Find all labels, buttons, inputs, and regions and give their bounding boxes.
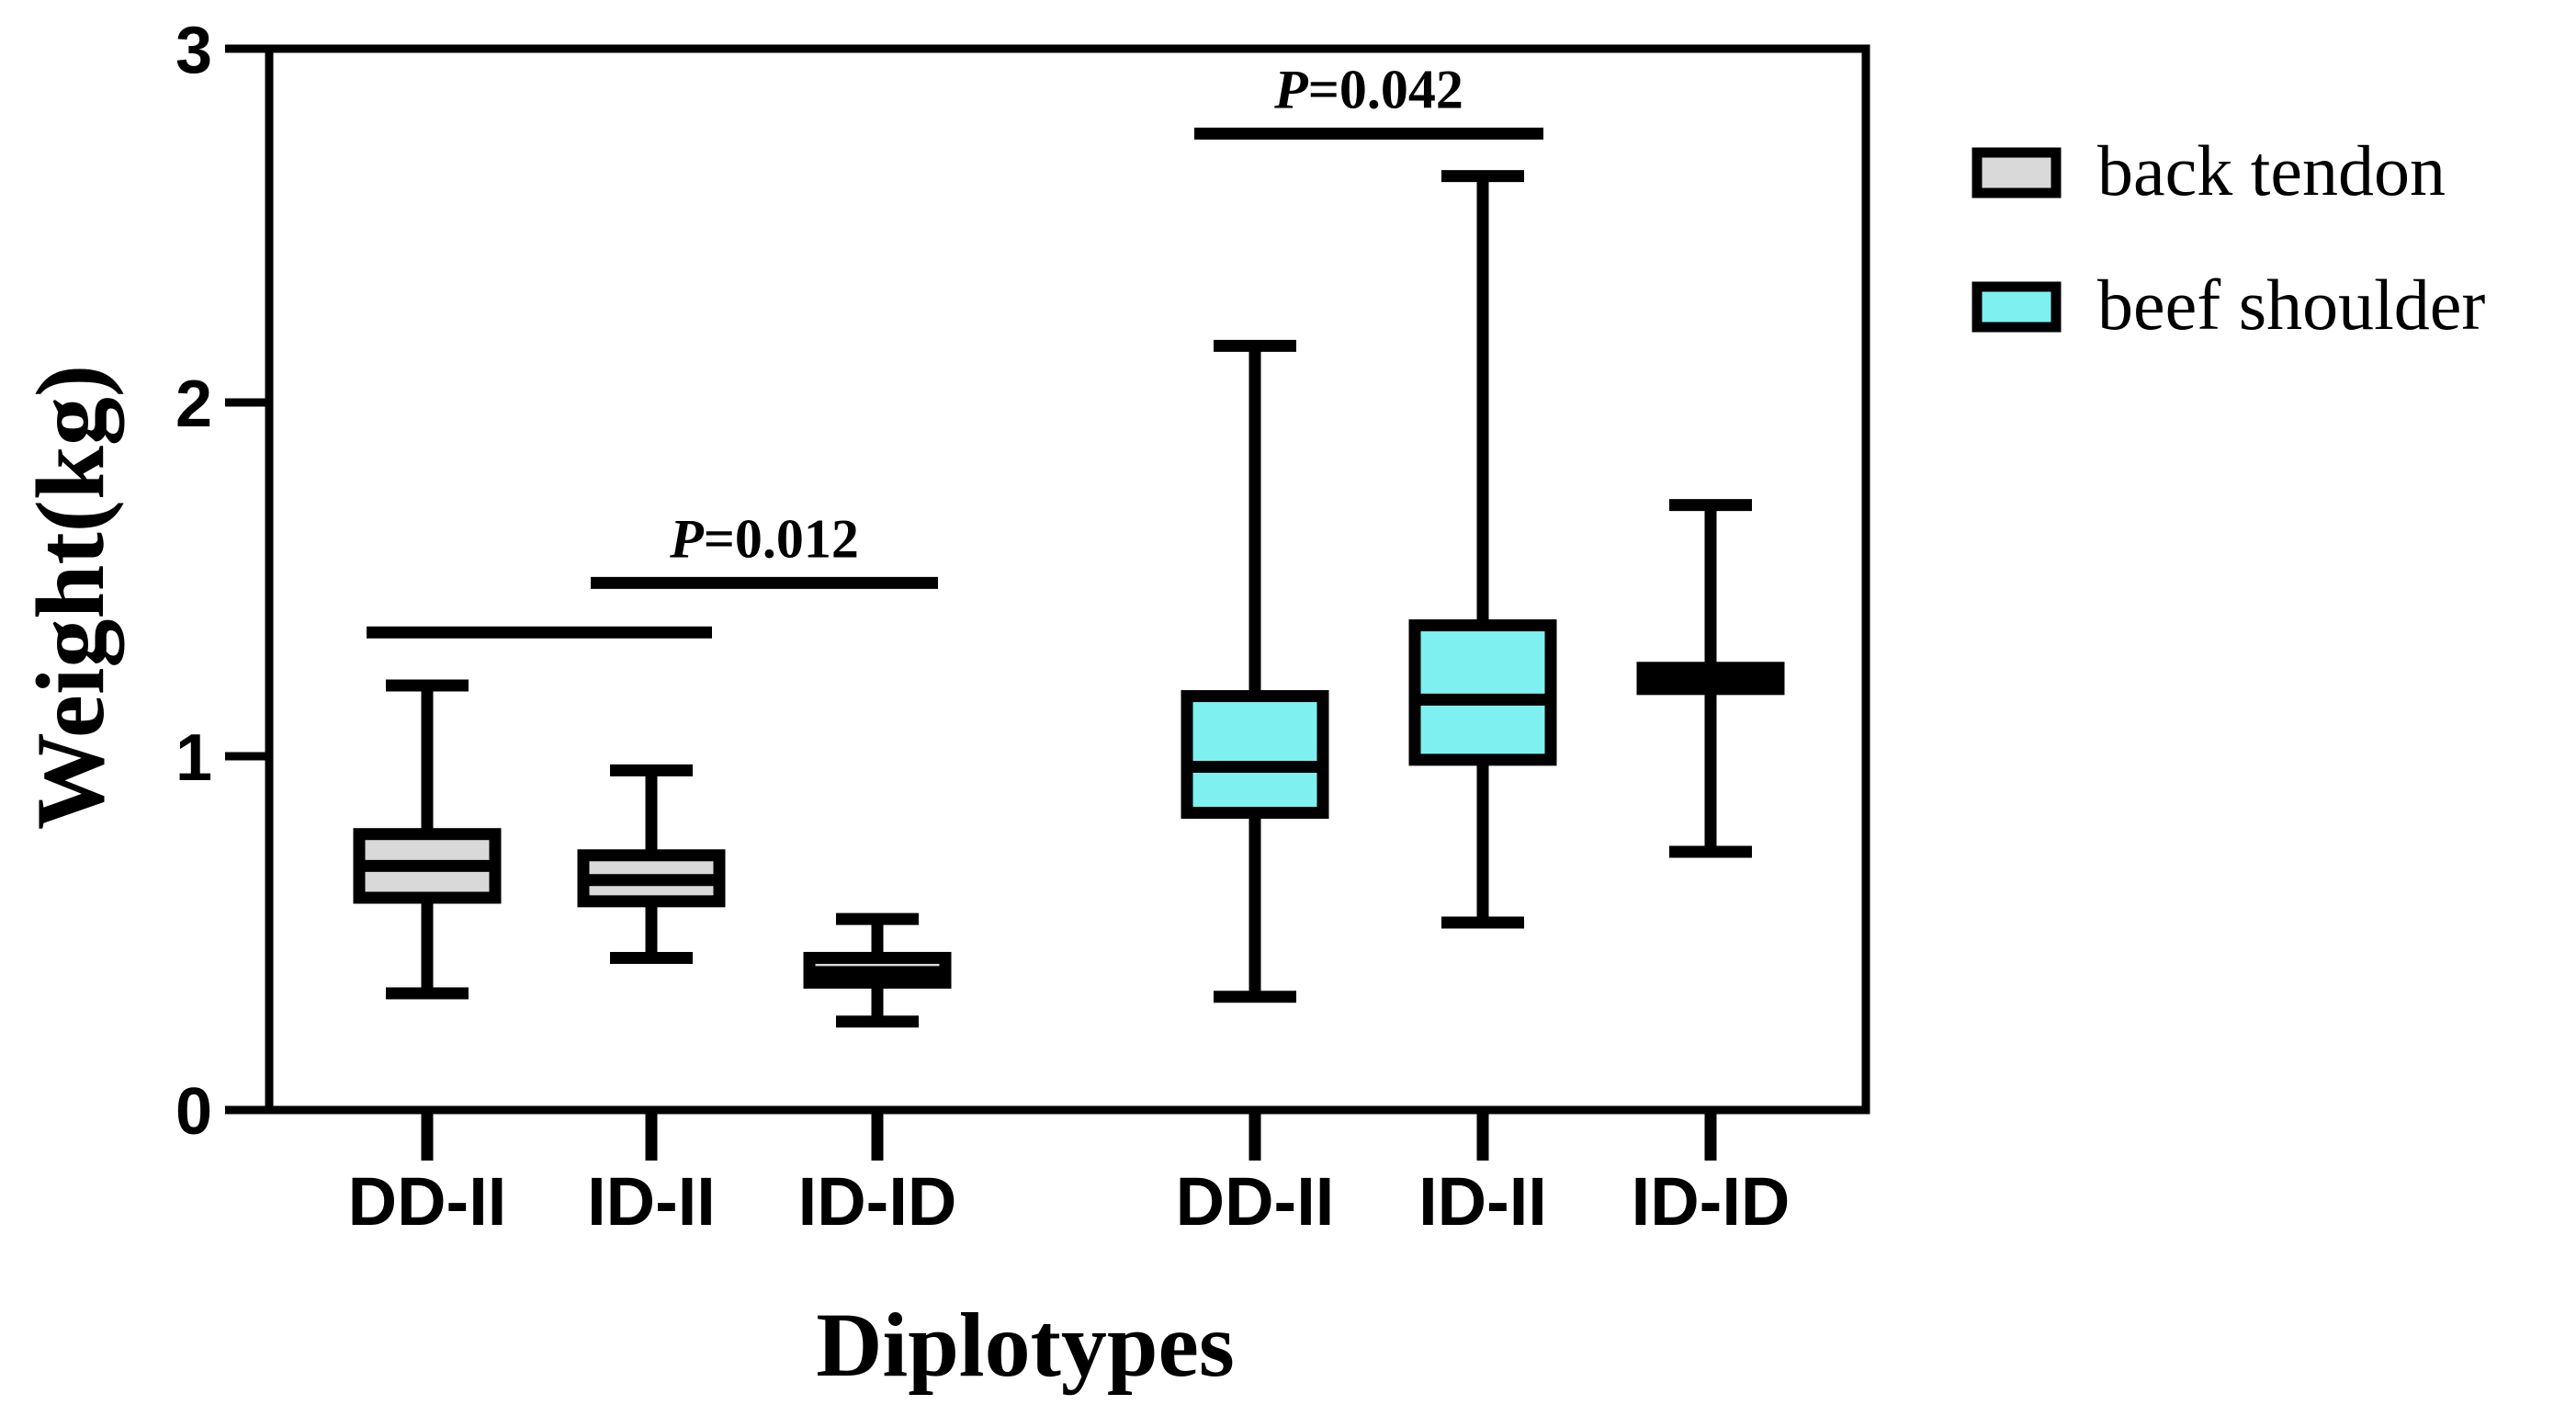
x-axis-title: Diplotypes [816, 1294, 1235, 1396]
legend-label: back tendon [2097, 130, 2446, 210]
p-value: =0.042 [1308, 59, 1463, 119]
y-tick-label: 1 [175, 721, 212, 795]
x-tick-label: ID-ID [798, 1163, 957, 1240]
y-tick-label: 2 [175, 368, 212, 441]
x-tick-label: ID-II [1418, 1163, 1547, 1240]
box-back-tendon-DD-II [353, 679, 502, 1000]
x-tick-label: ID-II [587, 1163, 716, 1240]
y-axis-title: Weight(kg) [17, 365, 124, 830]
box-iqr [1408, 619, 1557, 766]
p-symbol: P [1273, 59, 1309, 119]
plot-frame [265, 44, 1870, 1115]
p-symbol: P [669, 508, 705, 569]
x-axis: DD-II ID-II ID-ID DD-II ID-II ID-ID [348, 1110, 1791, 1240]
legend-swatch [1972, 281, 2062, 333]
y-axis: 0 1 2 3 [175, 14, 269, 1149]
boxes [353, 170, 1785, 1028]
legend-item-back-tendon: back tendon [1972, 130, 2446, 210]
legend-item-beef-shoulder: beef shoulder [1972, 265, 2485, 345]
p-value: =0.012 [704, 508, 859, 569]
y-tick-label: 0 [175, 1075, 212, 1149]
legend-swatch [1972, 147, 2062, 198]
box-iqr [1181, 690, 1329, 820]
x-tick-label: DD-II [348, 1163, 507, 1240]
box-beef-shoulder-ID-II [1408, 170, 1557, 929]
y-tick-label: 3 [175, 14, 212, 87]
box-back-tendon-ID-ID [803, 912, 952, 1028]
box-back-tendon-ID-II [577, 764, 726, 964]
p-value-label: P=0.012 [669, 508, 859, 569]
legend: back tendon beef shoulder [1972, 130, 2485, 345]
x-tick-label: DD-II [1176, 1163, 1335, 1240]
legend-label: beef shoulder [2097, 265, 2485, 345]
box-beef-shoulder-DD-II [1181, 339, 1329, 1003]
p-value-label: P=0.042 [1273, 59, 1463, 119]
x-tick-label: ID-ID [1632, 1163, 1791, 1240]
plot-area [265, 44, 1870, 1115]
box-beef-shoulder-ID-ID [1636, 499, 1785, 858]
